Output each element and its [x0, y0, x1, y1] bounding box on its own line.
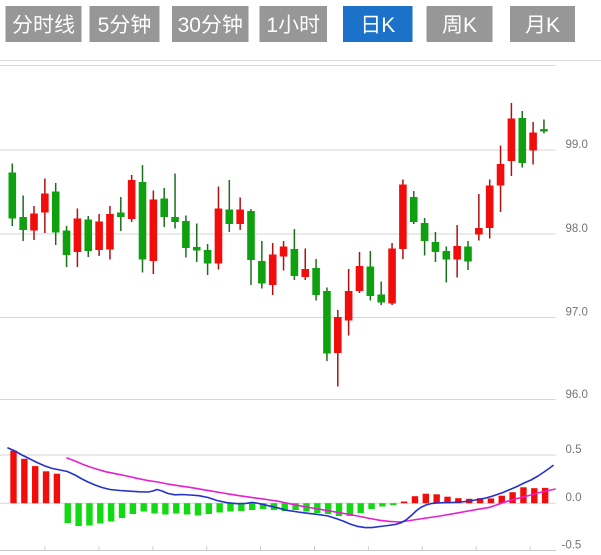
svg-text:0.0: 0.0	[566, 492, 582, 504]
svg-text:98.0: 98.0	[566, 223, 588, 235]
svg-text:0.5: 0.5	[566, 444, 582, 456]
svg-text:1: 1	[266, 14, 278, 37]
svg-text:K: K	[546, 14, 560, 37]
svg-text:97.0: 97.0	[566, 306, 588, 318]
svg-text:5: 5	[98, 14, 110, 37]
svg-text:30: 30	[178, 14, 201, 37]
svg-text:K: K	[381, 14, 395, 37]
svg-text:96.0: 96.0	[566, 389, 588, 401]
svg-text:K: K	[463, 14, 477, 37]
svg-text:-0.5: -0.5	[562, 540, 582, 552]
svg-text:99.0: 99.0	[566, 139, 588, 151]
